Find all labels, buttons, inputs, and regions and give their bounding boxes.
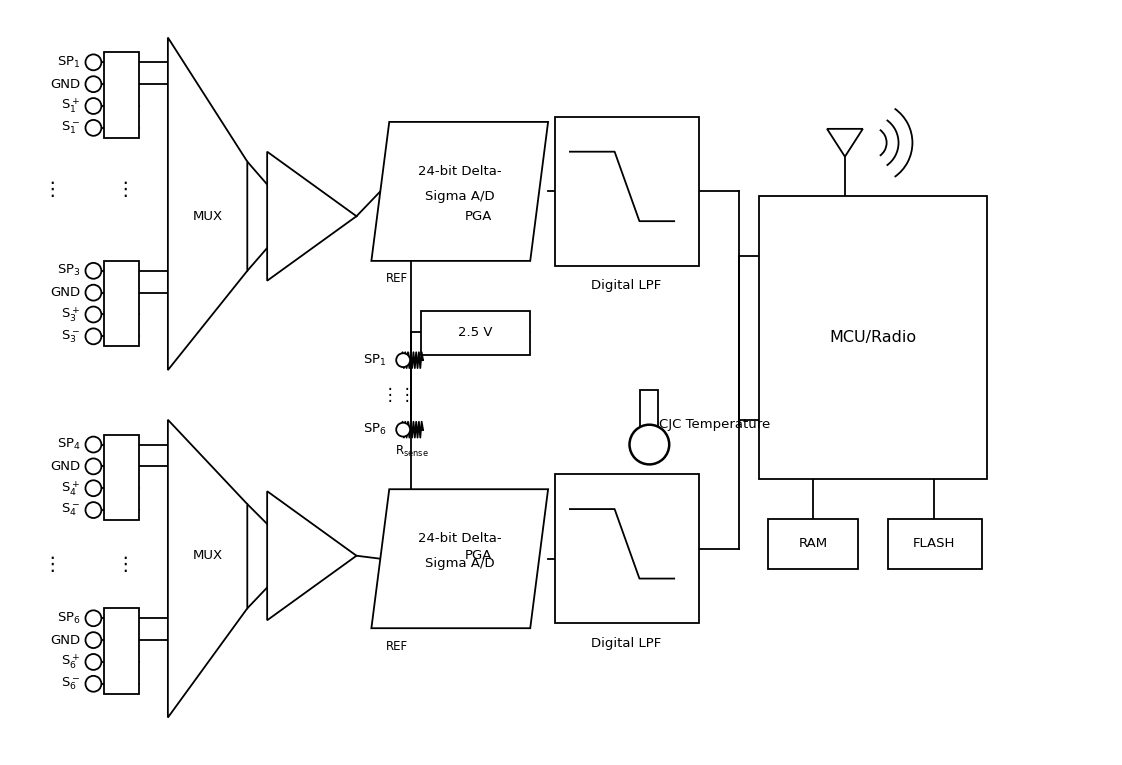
Circle shape bbox=[85, 654, 101, 670]
Bar bbox=[555, 117, 699, 266]
Text: $\mathrm{S_6^+}$: $\mathrm{S_6^+}$ bbox=[62, 653, 81, 672]
Text: $\vdots$: $\vdots$ bbox=[114, 554, 128, 574]
Text: Digital LPF: Digital LPF bbox=[591, 636, 662, 649]
Bar bbox=[104, 608, 139, 694]
Circle shape bbox=[85, 285, 101, 301]
Bar bbox=[104, 53, 139, 138]
Circle shape bbox=[85, 328, 101, 344]
Circle shape bbox=[396, 423, 411, 437]
Bar bbox=[421, 311, 531, 355]
Text: $\mathrm{S_3^+}$: $\mathrm{S_3^+}$ bbox=[62, 305, 81, 324]
Circle shape bbox=[85, 98, 101, 114]
Polygon shape bbox=[371, 122, 548, 261]
Circle shape bbox=[629, 425, 669, 464]
Text: $\mathrm{S_3^-}$: $\mathrm{S_3^-}$ bbox=[62, 328, 81, 344]
Text: $\vdots$: $\vdots$ bbox=[43, 180, 55, 200]
Text: $\mathrm{SP_1}$: $\mathrm{SP_1}$ bbox=[362, 353, 386, 368]
Text: PGA: PGA bbox=[465, 549, 493, 562]
Text: Digital LPF: Digital LPF bbox=[591, 279, 662, 292]
Polygon shape bbox=[168, 37, 247, 370]
Text: REF: REF bbox=[386, 640, 408, 653]
Circle shape bbox=[85, 76, 101, 92]
Text: $\mathrm{S_4^-}$: $\mathrm{S_4^-}$ bbox=[62, 502, 81, 519]
Text: 24-bit Delta-: 24-bit Delta- bbox=[417, 165, 502, 178]
Circle shape bbox=[85, 120, 101, 136]
Polygon shape bbox=[371, 490, 548, 628]
Text: GND: GND bbox=[50, 633, 81, 646]
Text: $\mathrm{SP_4}$: $\mathrm{SP_4}$ bbox=[56, 437, 81, 452]
Bar bbox=[888, 519, 982, 568]
Text: MCU/Radio: MCU/Radio bbox=[829, 330, 917, 345]
Text: 24-bit Delta-: 24-bit Delta- bbox=[417, 532, 502, 545]
Text: GND: GND bbox=[50, 286, 81, 299]
Text: RAM: RAM bbox=[799, 537, 828, 550]
Text: REF: REF bbox=[386, 272, 408, 285]
Circle shape bbox=[85, 307, 101, 322]
Text: Sigma A/D: Sigma A/D bbox=[425, 190, 495, 203]
Circle shape bbox=[396, 353, 411, 367]
Text: $\vdots$: $\vdots$ bbox=[43, 554, 55, 574]
Text: $\mathrm{S_6^-}$: $\mathrm{S_6^-}$ bbox=[62, 675, 81, 692]
Bar bbox=[104, 261, 139, 347]
Text: $\mathrm{SP_6}$: $\mathrm{SP_6}$ bbox=[362, 422, 386, 438]
Text: $\vdots$: $\vdots$ bbox=[114, 180, 128, 200]
Circle shape bbox=[85, 54, 101, 70]
Circle shape bbox=[85, 480, 101, 496]
Text: MUX: MUX bbox=[193, 210, 222, 223]
Text: $\mathrm{R_{sense}}$: $\mathrm{R_{sense}}$ bbox=[395, 444, 429, 459]
Circle shape bbox=[85, 263, 101, 278]
Polygon shape bbox=[267, 151, 357, 281]
Circle shape bbox=[85, 610, 101, 627]
Text: Sigma A/D: Sigma A/D bbox=[425, 557, 495, 570]
Text: $\mathrm{SP_3}$: $\mathrm{SP_3}$ bbox=[57, 263, 81, 278]
Circle shape bbox=[85, 437, 101, 452]
Text: 2.5 V: 2.5 V bbox=[459, 326, 493, 339]
Text: FLASH: FLASH bbox=[913, 537, 956, 550]
Circle shape bbox=[85, 675, 101, 692]
Circle shape bbox=[85, 502, 101, 518]
Text: CJC Temperature: CJC Temperature bbox=[660, 418, 771, 431]
Polygon shape bbox=[168, 420, 247, 718]
Bar bbox=[758, 197, 987, 480]
Text: $\mathrm{S_1^+}$: $\mathrm{S_1^+}$ bbox=[62, 96, 81, 116]
Text: MUX: MUX bbox=[193, 549, 222, 562]
Text: $\mathrm{S_4^+}$: $\mathrm{S_4^+}$ bbox=[62, 479, 81, 497]
Text: $\vdots$: $\vdots$ bbox=[380, 386, 392, 405]
Text: $\mathrm{S_1^-}$: $\mathrm{S_1^-}$ bbox=[62, 119, 81, 136]
Text: GND: GND bbox=[50, 78, 81, 91]
Text: $\mathrm{SP_6}$: $\mathrm{SP_6}$ bbox=[57, 610, 81, 626]
Text: $\mathrm{SP_1}$: $\mathrm{SP_1}$ bbox=[57, 55, 81, 70]
Bar bbox=[641, 390, 659, 450]
Text: PGA: PGA bbox=[465, 210, 493, 223]
Bar bbox=[555, 474, 699, 623]
Polygon shape bbox=[827, 129, 863, 157]
Text: GND: GND bbox=[50, 460, 81, 473]
Circle shape bbox=[85, 632, 101, 648]
Circle shape bbox=[85, 458, 101, 474]
Polygon shape bbox=[267, 491, 357, 620]
Bar bbox=[104, 435, 139, 520]
Bar bbox=[769, 519, 858, 568]
Text: $\vdots$: $\vdots$ bbox=[397, 386, 408, 405]
